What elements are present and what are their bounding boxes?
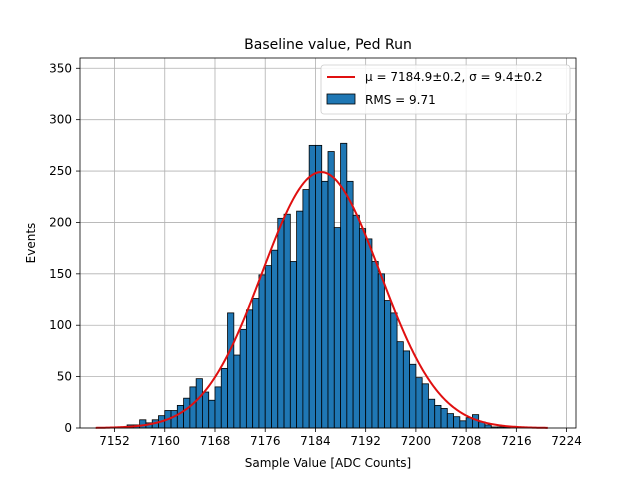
histogram-bar	[277, 217, 285, 429]
histogram-bar	[396, 341, 404, 429]
y-tick-label: 300	[49, 113, 72, 127]
histogram-bar	[252, 298, 260, 429]
histogram-bar	[465, 417, 473, 429]
x-tick-label: 7160	[149, 434, 180, 448]
histogram-bar	[333, 227, 341, 429]
histogram-bar	[371, 261, 379, 429]
y-tick-label: 250	[49, 164, 72, 178]
histogram-bar	[409, 363, 417, 429]
histogram-bar	[402, 350, 411, 429]
x-tick-label: 7192	[350, 434, 381, 448]
histogram-bar	[202, 391, 210, 429]
histogram-bar	[139, 419, 147, 429]
y-tick-label: 0	[64, 421, 72, 435]
fit-curve-group	[95, 171, 548, 429]
histogram-bar	[264, 265, 272, 429]
histogram-bar	[227, 312, 235, 429]
histogram-bar	[239, 328, 247, 429]
histogram-bar	[208, 399, 216, 429]
x-axis-label: Sample Value [ADC Counts]	[245, 456, 411, 470]
histogram-bar	[352, 214, 360, 429]
histogram-bar	[321, 180, 329, 429]
y-tick-label: 50	[57, 370, 72, 384]
x-tick-label: 7152	[99, 434, 130, 448]
histogram-bar	[421, 383, 429, 429]
histogram-bar	[365, 238, 373, 429]
histogram-bar	[189, 386, 197, 429]
histogram-bar	[446, 413, 454, 429]
y-tick-label: 150	[49, 267, 72, 281]
histogram-bar	[245, 309, 254, 429]
histogram-bar	[346, 180, 354, 429]
histogram-bar	[195, 378, 203, 429]
plot-frame	[79, 57, 577, 429]
histogram-bar	[358, 228, 367, 429]
histogram-bar	[183, 397, 191, 429]
y-tick-label: 200	[49, 215, 72, 229]
histogram-bar	[302, 189, 310, 429]
histogram-bar	[384, 300, 392, 429]
histogram-bar	[327, 151, 335, 429]
histogram-bar	[484, 424, 492, 429]
histogram-bar	[296, 210, 304, 429]
histogram-bar	[271, 249, 279, 429]
x-tick-label: 7176	[250, 434, 281, 448]
histogram-bar	[283, 213, 291, 429]
histogram-bar	[170, 410, 178, 429]
histogram-bar	[308, 144, 316, 429]
legend-rms-swatch	[326, 93, 356, 105]
histogram-bar	[258, 274, 266, 429]
x-tick-label: 7208	[451, 434, 482, 448]
legend: μ = 7184.9±0.2, σ = 9.4±0.2 RMS = 9.71	[320, 64, 571, 115]
histogram-bar	[440, 408, 448, 429]
histogram-bar	[453, 416, 461, 429]
histogram-bar	[428, 398, 436, 429]
x-tick-label: 7216	[501, 434, 532, 448]
histogram-bar	[390, 312, 398, 429]
x-tick-label: 7184	[300, 434, 331, 448]
x-tick-label: 7168	[200, 434, 231, 448]
x-tick-label: 7200	[401, 434, 432, 448]
histogram-bar	[415, 377, 423, 429]
histogram-bars	[114, 142, 511, 429]
histogram-bar	[220, 367, 228, 429]
histogram-bar	[315, 144, 323, 429]
legend-rms-label: RMS = 9.71	[365, 93, 436, 107]
histogram-bar	[459, 420, 467, 429]
histogram-bar	[377, 273, 385, 429]
y-tick-label: 350	[49, 61, 72, 75]
histogram-bar	[176, 404, 184, 429]
legend-fit-label: μ = 7184.9±0.2, σ = 9.4±0.2	[365, 70, 543, 84]
gaussian-fit-curve	[95, 171, 548, 429]
y-axis-label: Events	[24, 223, 38, 264]
histogram-bar	[214, 386, 222, 429]
y-tick-label: 100	[49, 318, 72, 332]
axis-ticks: 7152 7160 7168 7176 7184 7192 7200 7208 7216 7224…	[49, 61, 582, 448]
histogram-bar	[289, 261, 298, 429]
histogram-bar	[434, 404, 442, 429]
chart-title: Baseline value, Ped Run	[244, 37, 412, 53]
legend-box	[320, 64, 571, 115]
x-tick-label: 7224	[551, 434, 582, 448]
histogram-bar	[233, 354, 241, 429]
